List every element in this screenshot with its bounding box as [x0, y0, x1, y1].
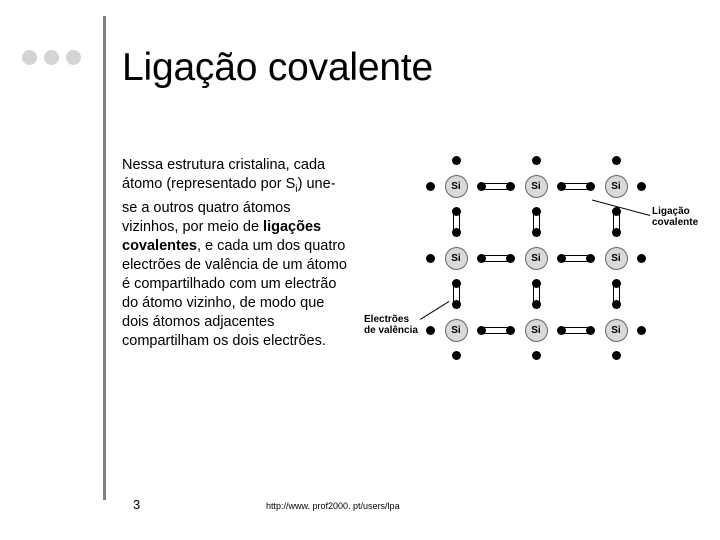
bond-line	[482, 327, 510, 328]
bond-line	[459, 284, 460, 304]
bond-line	[562, 261, 590, 262]
nucleus: Si	[445, 175, 468, 198]
nucleus: Si	[605, 247, 628, 270]
bond-line	[619, 212, 620, 232]
electron-icon	[452, 351, 461, 360]
electron-icon	[426, 182, 435, 191]
electron-icon	[532, 351, 541, 360]
label-line: de valência	[364, 325, 418, 336]
bond-line	[562, 189, 590, 190]
slide-body: Nessa estrutura cristalina, cada átomo (…	[122, 156, 347, 351]
atom: Si	[508, 302, 564, 358]
electron-icon	[612, 156, 621, 165]
nucleus: Si	[525, 175, 548, 198]
bond-line	[539, 212, 540, 232]
nucleus: Si	[525, 247, 548, 270]
bond-line	[453, 284, 454, 304]
electron-icon	[637, 254, 646, 263]
atom: Si	[508, 230, 564, 286]
bond-line	[613, 212, 614, 232]
dot-icon	[44, 50, 59, 65]
electron-icon	[452, 156, 461, 165]
atom: Si	[428, 158, 484, 214]
header-divider	[103, 16, 106, 500]
slide: { "title": "Ligação covalente", "body": …	[0, 0, 720, 540]
electron-icon	[637, 326, 646, 335]
atom: Si	[588, 230, 644, 286]
electron-icon	[426, 254, 435, 263]
label-line: Electrões	[364, 314, 418, 325]
bond-line	[482, 333, 510, 334]
atom: Si	[588, 158, 644, 214]
bond-line	[533, 284, 534, 304]
label-electrons: Electrões de valência	[364, 314, 418, 336]
electron-icon	[426, 326, 435, 335]
covalent-lattice-diagram: Ligação covalente Electrões de valência …	[390, 154, 700, 388]
atom: Si	[508, 158, 564, 214]
bond-line	[482, 189, 510, 190]
bond-line	[482, 261, 510, 262]
atom: Si	[428, 302, 484, 358]
dot-icon	[66, 50, 81, 65]
atom: Si	[428, 230, 484, 286]
atom: Si	[588, 302, 644, 358]
dot-icon	[22, 50, 37, 65]
electron-icon	[637, 182, 646, 191]
nucleus: Si	[445, 247, 468, 270]
nucleus: Si	[605, 175, 628, 198]
bond-line	[539, 284, 540, 304]
bond-line	[562, 327, 590, 328]
nucleus: Si	[445, 319, 468, 342]
bond-line	[562, 183, 590, 184]
electron-icon	[532, 156, 541, 165]
slide-header-dots	[22, 50, 95, 65]
nucleus: Si	[605, 319, 628, 342]
bond-line	[619, 284, 620, 304]
page-number: 3	[133, 497, 140, 512]
bond-line	[533, 212, 534, 232]
nucleus: Si	[525, 319, 548, 342]
bond-line	[453, 212, 454, 232]
bond-line	[613, 284, 614, 304]
footer-url: http://www. prof2000. pt/users/lpa	[266, 501, 400, 511]
decorative-dots	[22, 50, 81, 65]
bond-line	[562, 255, 590, 256]
bond-line	[482, 255, 510, 256]
bond-line	[562, 333, 590, 334]
label-line: covalente	[652, 217, 698, 228]
body-text-part: , e cada um dos quatro electrões de valê…	[122, 238, 347, 349]
label-bond: Ligação covalente	[652, 206, 698, 228]
bond-line	[459, 212, 460, 232]
slide-title: Ligação covalente	[122, 46, 433, 90]
electron-icon	[612, 351, 621, 360]
label-line: Ligação	[652, 206, 698, 217]
bond-line	[482, 183, 510, 184]
